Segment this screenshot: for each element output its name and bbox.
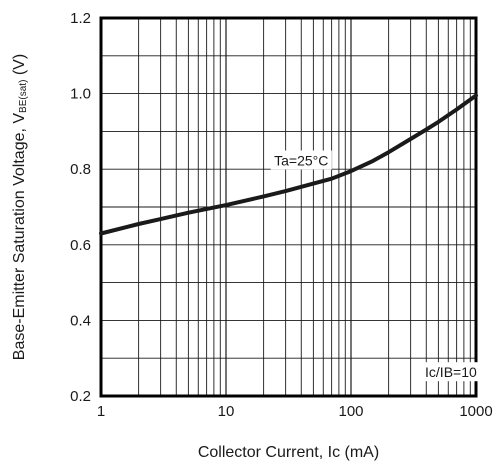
y-tick-label: 0.2 — [70, 388, 91, 405]
y-tick-label: 0.6 — [70, 237, 91, 254]
y-tick-label: 0.8 — [70, 161, 91, 178]
y-axis-label: Base-Emitter Saturation Voltage, VBE(sat… — [11, 54, 29, 360]
x-tick-labels: 1 10 100 1000 — [97, 403, 493, 420]
y-tick-label: 1.0 — [70, 86, 91, 103]
annotation-box — [270, 150, 332, 170]
x-tick-label: 1000 — [459, 403, 492, 420]
annotation-ratio: Ic/IB=10 — [425, 364, 477, 380]
grid — [101, 18, 476, 396]
x-axis-label: Collector Current, Ic (mA) — [198, 444, 379, 461]
y-tick-label: 0.4 — [70, 312, 91, 329]
annotations: Ta=25°C Ic/IB=10 — [270, 150, 486, 382]
y-tick-labels: 0.2 0.4 0.6 0.8 1.0 1.2 — [70, 10, 91, 405]
y-axis-label-main: Base-Emitter Saturation Voltage, V — [11, 113, 28, 361]
series-line — [99, 93, 478, 236]
annotation-box — [416, 362, 486, 382]
y-tick-label: 1.2 — [70, 10, 91, 27]
y-axis-label-unit: (V) — [11, 54, 28, 80]
x-tick-label: 100 — [338, 403, 363, 420]
x-tick-label: 1 — [97, 403, 105, 420]
annotation-ta: Ta=25°C — [274, 153, 328, 169]
x-tick-label: 10 — [218, 403, 235, 420]
y-axis-label-subscript: BE(sat) — [18, 80, 29, 113]
plot-frame — [99, 16, 478, 398]
